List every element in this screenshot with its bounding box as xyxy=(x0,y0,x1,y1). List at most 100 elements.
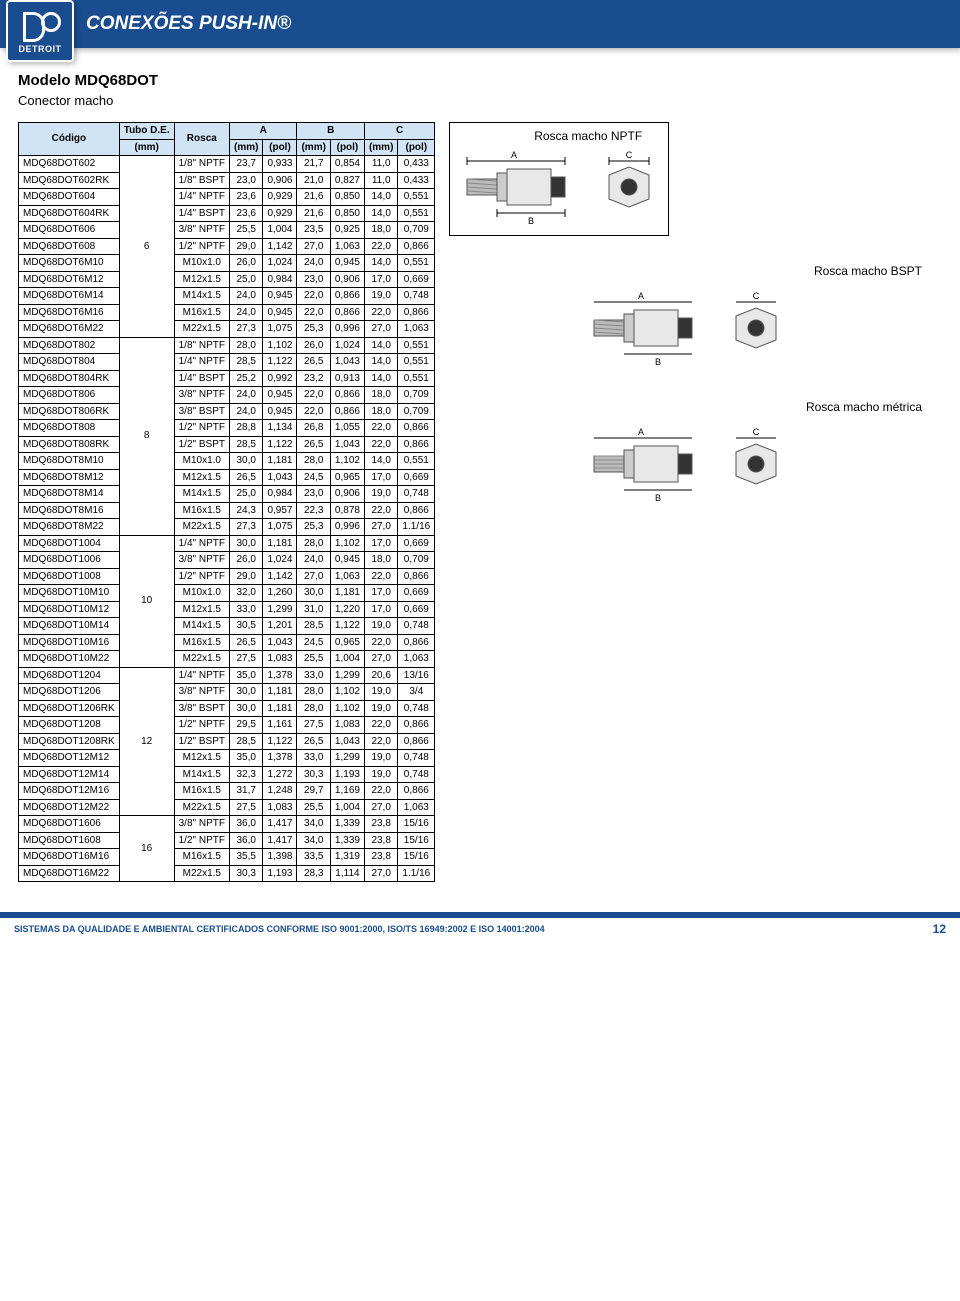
cell-value: 1,142 xyxy=(263,238,297,255)
cell-value: 0,965 xyxy=(330,634,364,651)
cell-value: 17,0 xyxy=(364,601,397,618)
cell-code: MDQ68DOT808RK xyxy=(19,436,120,453)
cell-value: M16x1.5 xyxy=(174,304,229,321)
cell-value: 1,299 xyxy=(330,750,364,767)
cell-code: MDQ68DOT12M14 xyxy=(19,766,120,783)
cell-value: 1,063 xyxy=(330,568,364,585)
cell-value: 1/2" BSPT xyxy=(174,436,229,453)
cell-value: 17,0 xyxy=(364,469,397,486)
cell-value: 25,0 xyxy=(229,486,262,503)
cell-value: 23,2 xyxy=(297,370,330,387)
cell-code: MDQ68DOT12M16 xyxy=(19,783,120,800)
cell-value: 1,083 xyxy=(330,717,364,734)
table-row: MDQ68DOT10M12M12x1.533,01,29931,01,22017… xyxy=(19,601,435,618)
cell-value: 3/8" BSPT xyxy=(174,403,229,420)
cell-value: 27,0 xyxy=(364,799,397,816)
cell-code: MDQ68DOT16M22 xyxy=(19,865,120,882)
cell-value: 0,669 xyxy=(398,601,435,618)
cell-code: MDQ68DOT10M10 xyxy=(19,585,120,602)
cell-value: 35,5 xyxy=(229,849,262,866)
cell-value: 0,906 xyxy=(330,271,364,288)
th-A-pol: (pol) xyxy=(263,139,297,156)
cell-value: 35,0 xyxy=(229,667,262,684)
cell-value: M12x1.5 xyxy=(174,601,229,618)
cell-value: 30,0 xyxy=(229,535,262,552)
cell-value: 0,866 xyxy=(330,288,364,305)
cell-value: 0,551 xyxy=(398,189,435,206)
table-row: MDQ68DOT1206RK3/8" BSPT30,01,18128,01,10… xyxy=(19,700,435,717)
cell-value: 1,181 xyxy=(263,453,297,470)
th-tubo-mm: (mm) xyxy=(119,139,174,156)
cell-code: MDQ68DOT1206RK xyxy=(19,700,120,717)
table-row: MDQ68DOT12081/2" NPTF29,51,16127,51,0832… xyxy=(19,717,435,734)
svg-text:B: B xyxy=(528,216,534,226)
cell-value: 33,0 xyxy=(297,667,330,684)
cell-value: 14,0 xyxy=(364,370,397,387)
cell-value: 21,6 xyxy=(297,205,330,222)
cell-code: MDQ68DOT8M14 xyxy=(19,486,120,503)
cell-value: 15/16 xyxy=(398,832,435,849)
cell-value: 21,6 xyxy=(297,189,330,206)
cell-value: 1/2" NPTF xyxy=(174,568,229,585)
cell-value: 21,7 xyxy=(297,156,330,173)
cell-value: 28,0 xyxy=(297,535,330,552)
cell-value: 23,0 xyxy=(229,172,262,189)
connector-bspt-icon: A B C xyxy=(586,282,806,372)
cell-value: 0,866 xyxy=(398,436,435,453)
cell-value: 0,551 xyxy=(398,337,435,354)
cell-value: M16x1.5 xyxy=(174,783,229,800)
cell-value: 3/8" BSPT xyxy=(174,700,229,717)
cell-value: 1,024 xyxy=(330,337,364,354)
cell-value: M16x1.5 xyxy=(174,849,229,866)
cell-code: MDQ68DOT6M10 xyxy=(19,255,120,272)
cell-value: 0,866 xyxy=(330,304,364,321)
cell-value: 0,827 xyxy=(330,172,364,189)
cell-value: 28,5 xyxy=(229,733,262,750)
cell-value: M16x1.5 xyxy=(174,634,229,651)
th-codigo: Código xyxy=(19,123,120,156)
cell-value: 0,945 xyxy=(263,387,297,404)
cell-value: 26,0 xyxy=(229,552,262,569)
cell-value: 27,5 xyxy=(229,651,262,668)
table-row: MDQ68DOT80281/8" NPTF28,01,10226,01,0241… xyxy=(19,337,435,354)
cell-value: 26,0 xyxy=(297,337,330,354)
cell-value: 34,0 xyxy=(297,816,330,833)
cell-value: 0,551 xyxy=(398,354,435,371)
cell-value: 36,0 xyxy=(229,816,262,833)
cell-value: 28,5 xyxy=(229,436,262,453)
cell-value: 22,0 xyxy=(297,304,330,321)
cell-value: 35,0 xyxy=(229,750,262,767)
cell-value: 33,5 xyxy=(297,849,330,866)
cell-value: 0,866 xyxy=(398,783,435,800)
cell-value: 1/8" NPTF xyxy=(174,156,229,173)
cell-value: 1,075 xyxy=(263,519,297,536)
cell-value: 28,0 xyxy=(297,684,330,701)
cell-value: 3/8" NPTF xyxy=(174,552,229,569)
cell-value: 0,945 xyxy=(330,552,364,569)
cell-value: 25,0 xyxy=(229,271,262,288)
cell-value: 27,5 xyxy=(229,799,262,816)
th-B: B xyxy=(297,123,364,140)
cell-code: MDQ68DOT1208RK xyxy=(19,733,120,750)
th-A: A xyxy=(229,123,296,140)
cell-value: M10x1.0 xyxy=(174,585,229,602)
cell-value: 30,3 xyxy=(229,865,262,882)
table-row: MDQ68DOT8063/8" NPTF24,00,94522,00,86618… xyxy=(19,387,435,404)
cell-value: 1,260 xyxy=(263,585,297,602)
cell-value: 22,0 xyxy=(297,288,330,305)
cell-tubo: 10 xyxy=(119,535,174,667)
cell-value: 1,114 xyxy=(330,865,364,882)
table-row: MDQ68DOT1208RK1/2" BSPT28,51,12226,51,04… xyxy=(19,733,435,750)
svg-text:C: C xyxy=(626,150,633,160)
cell-value: M22x1.5 xyxy=(174,519,229,536)
cell-code: MDQ68DOT1008 xyxy=(19,568,120,585)
cell-value: 23,8 xyxy=(364,849,397,866)
cell-value: 1,063 xyxy=(398,321,435,338)
cell-value: 0,996 xyxy=(330,321,364,338)
cell-value: 0,669 xyxy=(398,469,435,486)
cell-value: 1,193 xyxy=(330,766,364,783)
cell-value: 1,102 xyxy=(263,337,297,354)
cell-code: MDQ68DOT802 xyxy=(19,337,120,354)
table-row: MDQ68DOT1204121/4" NPTF35,01,37833,01,29… xyxy=(19,667,435,684)
cell-value: 1,169 xyxy=(330,783,364,800)
